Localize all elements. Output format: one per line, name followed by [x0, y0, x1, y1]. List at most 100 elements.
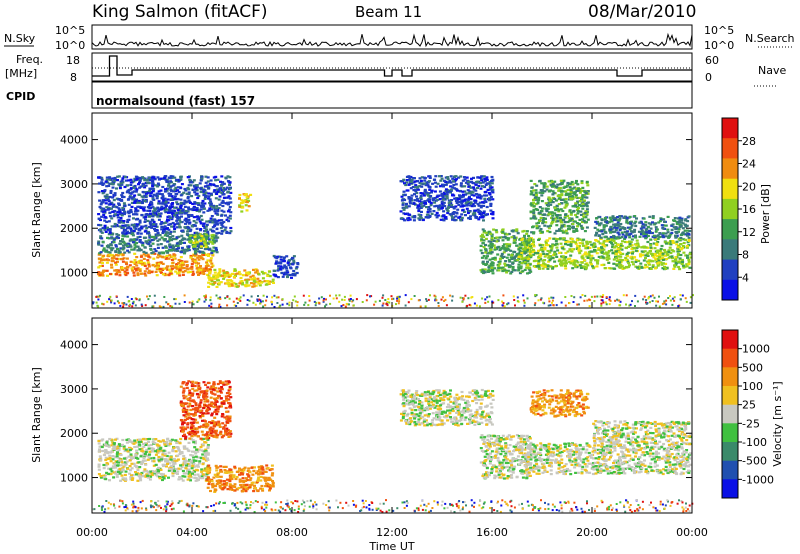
heatmap-cell [352, 299, 355, 302]
heatmap-cell [171, 184, 175, 187]
heatmap-cell [676, 252, 680, 255]
heatmap-cell [607, 261, 611, 264]
heatmap-cell [529, 254, 533, 257]
heatmap-cell [101, 199, 105, 202]
heatmap-cell [185, 192, 189, 195]
heatmap-cell [541, 222, 545, 225]
heatmap-cell [470, 180, 473, 183]
heatmap-cell [199, 204, 203, 207]
heatmap-cell [529, 250, 533, 253]
heatmap-cell [445, 207, 449, 210]
heatmap-cell [617, 219, 621, 222]
heatmap-cell [260, 281, 263, 284]
heatmap-cell [209, 259, 213, 262]
heatmap-cell [150, 271, 154, 274]
heatmap-cell [553, 206, 557, 209]
heatmap-cell [684, 219, 687, 222]
heatmap-cell [138, 181, 141, 184]
heatmap-cell [481, 268, 485, 271]
heatmap-cell [581, 244, 585, 247]
heatmap-cell [684, 233, 687, 236]
heatmap-cell [131, 198, 135, 201]
heatmap-cell [625, 233, 629, 236]
heatmap-cell [143, 179, 147, 182]
heatmap-cell [302, 294, 305, 297]
heatmap-cell [224, 297, 227, 300]
heatmap-cell [156, 256, 160, 259]
heatmap-cell [215, 285, 219, 288]
heatmap-cell [612, 246, 616, 249]
heatmap-cell [551, 266, 555, 269]
heatmap-cell [204, 225, 208, 228]
heatmap-cell [533, 304, 536, 307]
heatmap-cell [164, 178, 168, 181]
heatmap-cell [127, 225, 131, 228]
heatmap-cell [246, 303, 249, 306]
heatmap-cell [490, 235, 494, 239]
heatmap-cell [127, 212, 131, 215]
heatmap-cell [105, 185, 109, 188]
heatmap-cell [585, 242, 589, 245]
heatmap-cell [624, 240, 627, 244]
y-tick-label: 3000 [60, 178, 88, 191]
heatmap-cell [349, 294, 352, 297]
heatmap-cell [222, 186, 226, 190]
heatmap-cell [296, 304, 299, 307]
heatmap-cell [555, 224, 559, 227]
heatmap-cell [130, 205, 134, 208]
heatmap-cell [497, 299, 500, 302]
heatmap-cell [102, 254, 106, 257]
heatmap-cell [163, 190, 167, 193]
heatmap-cell [323, 297, 325, 300]
heatmap-cell [222, 210, 226, 213]
heatmap-cell [148, 295, 151, 298]
heatmap-cell [129, 245, 133, 248]
heatmap-cell [137, 199, 141, 203]
heatmap-cell [322, 300, 325, 303]
heatmap-cell [162, 177, 166, 180]
heatmap-cell [634, 224, 638, 228]
heatmap-cell [609, 299, 612, 302]
heatmap-cell [655, 304, 658, 307]
heatmap-cell [104, 202, 108, 205]
heatmap-cell [115, 295, 118, 298]
heatmap-cell [186, 214, 190, 217]
heatmap-cell [141, 305, 144, 307]
heatmap-cell [150, 224, 154, 227]
heatmap-cell [143, 270, 147, 273]
heatmap-cell [352, 304, 355, 307]
heatmap-cell [649, 244, 653, 247]
heatmap-cell [511, 265, 515, 269]
heatmap-cell [547, 227, 551, 230]
heatmap-cell [451, 194, 454, 197]
heatmap-cell [201, 271, 205, 274]
heatmap-cell [487, 244, 491, 247]
heatmap-cell [288, 259, 292, 262]
heatmap-cell [488, 295, 491, 298]
heatmap-cell [482, 231, 486, 234]
heatmap-cell [566, 181, 570, 185]
heatmap-cell [153, 178, 157, 181]
heatmap-cell [660, 224, 664, 227]
heatmap-cell [286, 275, 289, 279]
heatmap-cell [595, 260, 599, 263]
heatmap-cell [663, 301, 666, 304]
heatmap-cell [186, 226, 190, 229]
heatmap-cell [522, 229, 526, 233]
heatmap-cell [189, 254, 193, 258]
heatmap-cell [635, 239, 639, 242]
heatmap-cell [665, 299, 668, 302]
heatmap-cell [163, 203, 167, 206]
heatmap-cell [568, 260, 572, 263]
heatmap-cell [97, 217, 101, 221]
heatmap-cell [547, 180, 551, 183]
heatmap-cell [479, 195, 483, 198]
heatmap-cell [204, 245, 208, 248]
heatmap-cell [109, 189, 113, 193]
heatmap-cell [491, 217, 495, 220]
heatmap-cell [451, 299, 454, 302]
heatmap-cell [464, 202, 468, 205]
heatmap-cell [132, 248, 136, 251]
heatmap-cell [100, 259, 103, 262]
heatmap-cell [682, 241, 686, 245]
